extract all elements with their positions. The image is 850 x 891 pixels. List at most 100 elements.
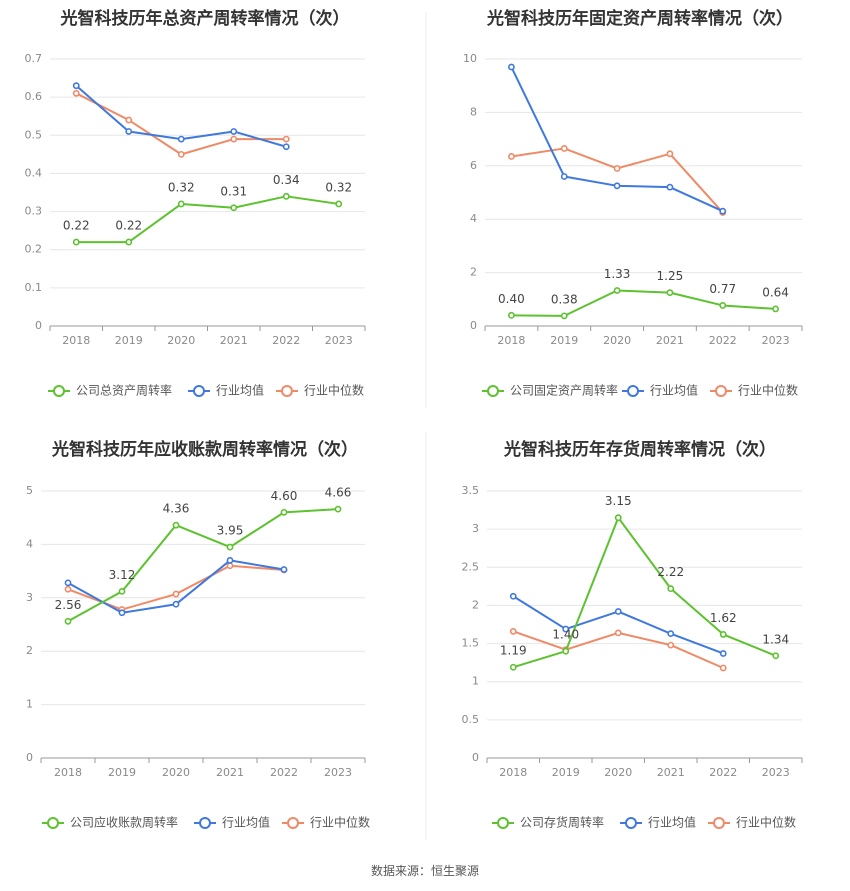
y-tick-label: 0	[35, 319, 42, 332]
y-tick-label: 0.4	[25, 166, 43, 179]
y-tick-label: 4	[470, 212, 477, 225]
data-point-company[interactable]	[172, 521, 180, 529]
data-point-average[interactable]	[125, 128, 133, 135]
legend-item-average[interactable]: 行业均值	[622, 383, 698, 398]
data-point-average[interactable]	[667, 630, 675, 638]
data-point-company[interactable]	[335, 200, 343, 208]
data-point-company[interactable]	[177, 200, 185, 208]
legend-item-median[interactable]: 行业中位数	[708, 815, 796, 830]
data-point-company[interactable]	[772, 652, 780, 660]
data-point-median[interactable]	[64, 585, 72, 593]
data-point-company[interactable]	[125, 238, 133, 246]
y-tick-label: 0.6	[25, 90, 43, 103]
legend-item-average[interactable]: 行业均值	[194, 815, 270, 830]
data-point-average[interactable]	[614, 608, 622, 615]
data-point-average[interactable]	[666, 183, 674, 191]
legend-item-average[interactable]: 行业均值	[188, 383, 264, 398]
data-label: 4.60	[271, 489, 298, 503]
legend-item-average[interactable]: 行业均值	[620, 815, 696, 830]
data-point-company[interactable]	[334, 505, 342, 513]
data-point-company[interactable]	[509, 663, 517, 671]
data-point-company[interactable]	[64, 617, 72, 625]
x-tick-label: 2018	[499, 766, 527, 779]
data-point-company[interactable]	[230, 204, 238, 212]
data-point-median[interactable]	[666, 150, 674, 158]
legend-item-company[interactable]: 公司存货周转率	[492, 815, 604, 830]
x-tick-label: 2020	[167, 334, 195, 347]
data-point-median[interactable]	[508, 153, 515, 160]
legend-swatch-marker	[715, 385, 727, 397]
data-label: 0.22	[115, 219, 142, 233]
legend-item-median[interactable]: 行业中位数	[710, 383, 798, 398]
data-point-company[interactable]	[772, 305, 779, 313]
data-point-average[interactable]	[230, 128, 238, 135]
chart-panel: 光智科技历年存货周转率情况（次） 0 0.5 1 1.5 2 2.5 3 3.5 2018 2019…	[462, 439, 803, 830]
data-point-average[interactable]	[72, 82, 80, 90]
data-point-company[interactable]	[280, 508, 288, 516]
legend-label: 行业均值	[648, 815, 696, 830]
data-point-company[interactable]	[560, 312, 568, 320]
data-point-company[interactable]	[226, 543, 234, 551]
data-point-median[interactable]	[282, 135, 290, 143]
legend-item-median[interactable]: 行业中位数	[276, 383, 364, 398]
data-point-median[interactable]	[560, 145, 568, 152]
y-tick-label: 8	[470, 105, 477, 118]
legend-label: 行业均值	[650, 383, 698, 398]
data-point-average[interactable]	[172, 600, 180, 608]
data-point-company[interactable]	[508, 311, 515, 319]
legend-item-median[interactable]: 行业中位数	[282, 815, 370, 830]
data-point-median[interactable]	[72, 89, 80, 97]
data-point-median[interactable]	[614, 629, 622, 637]
legend-item-company[interactable]: 公司总资产周转率	[48, 383, 172, 398]
data-point-median[interactable]	[613, 165, 621, 172]
data-point-average[interactable]	[64, 579, 72, 587]
data-point-company[interactable]	[667, 585, 675, 593]
data-point-company[interactable]	[282, 192, 290, 200]
y-tick-label: 0	[472, 751, 479, 764]
data-point-company[interactable]	[562, 647, 570, 655]
data-point-average[interactable]	[719, 650, 727, 657]
data-point-average[interactable]	[177, 135, 185, 143]
data-point-median[interactable]	[177, 150, 185, 158]
y-tick-label: 4	[26, 537, 33, 550]
legend-label: 行业中位数	[304, 383, 364, 398]
data-point-average[interactable]	[226, 557, 234, 564]
data-point-average[interactable]	[562, 625, 570, 633]
data-point-average[interactable]	[509, 592, 517, 600]
data-point-median[interactable]	[667, 641, 675, 649]
data-point-company[interactable]	[719, 302, 727, 309]
data-point-average[interactable]	[560, 173, 568, 180]
legend-item-company[interactable]: 公司应收账款周转率	[42, 815, 178, 830]
data-label: 0.22	[63, 219, 90, 233]
data-label: 0.77	[709, 282, 736, 296]
data-label: 3.12	[109, 568, 136, 582]
data-point-average[interactable]	[508, 63, 515, 71]
legend-label: 行业均值	[216, 383, 264, 398]
data-point-median[interactable]	[125, 116, 133, 124]
legend-item-company[interactable]: 公司固定资产周转率	[482, 383, 618, 398]
x-tick-label: 2021	[656, 334, 684, 347]
series-line-company	[511, 289, 776, 317]
data-point-average[interactable]	[719, 207, 727, 215]
data-point-median[interactable]	[509, 627, 517, 635]
legend-swatch-marker	[287, 817, 299, 829]
data-point-company[interactable]	[666, 289, 674, 297]
data-point-median[interactable]	[719, 664, 727, 672]
data-point-average[interactable]	[280, 566, 288, 573]
y-tick-label: 1.5	[462, 637, 480, 650]
data-point-average[interactable]	[613, 182, 621, 190]
data-point-median[interactable]	[172, 590, 180, 598]
chart-title: 光智科技历年存货周转率情况（次）	[503, 439, 776, 460]
data-point-company[interactable]	[614, 514, 622, 522]
x-tick-label: 2019	[550, 334, 578, 347]
data-point-company[interactable]	[719, 631, 727, 638]
y-tick-label: 0	[26, 751, 33, 764]
data-point-average[interactable]	[282, 143, 290, 151]
legend-label: 行业均值	[222, 815, 270, 830]
data-point-average[interactable]	[118, 609, 126, 617]
data-point-company[interactable]	[118, 587, 126, 595]
data-point-company[interactable]	[72, 238, 80, 246]
data-point-company[interactable]	[613, 287, 621, 294]
data-point-median[interactable]	[226, 562, 234, 570]
data-point-median[interactable]	[230, 135, 238, 143]
